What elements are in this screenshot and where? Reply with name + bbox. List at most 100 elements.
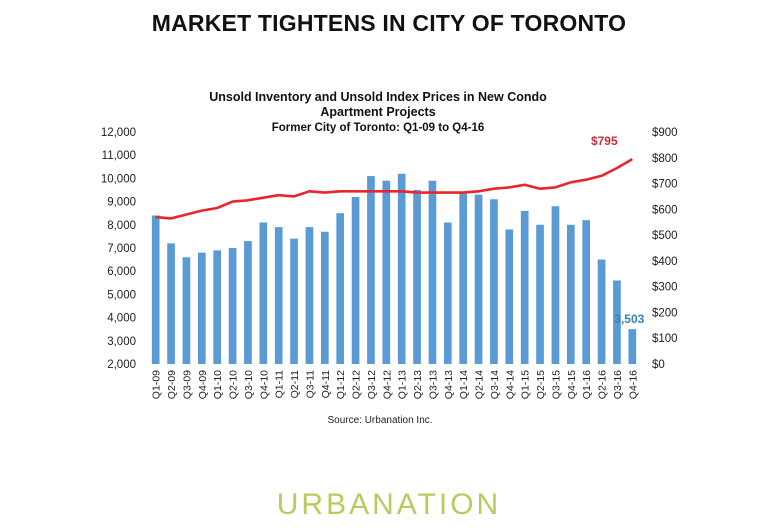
x-axis-tick-label: Q3-09 <box>181 370 193 399</box>
page-headline: MARKET TIGHTENS IN CITY OF TORONTO <box>151 10 627 36</box>
bar-Q3-15 <box>551 206 560 364</box>
bar-Q4-16 <box>628 329 637 364</box>
bar-Q1-15 <box>520 210 529 364</box>
inventory-price-chart: Unsold Inventory and Unsold Index Prices… <box>101 90 678 426</box>
x-axis-tick-label: Q2-11 <box>289 370 301 399</box>
bar-Q2-12 <box>351 196 360 364</box>
x-axis-tick-label: Q3-15 <box>550 370 562 399</box>
left-axis-tick-label: 5,000 <box>107 289 136 301</box>
bar-Q1-14 <box>459 192 468 364</box>
right-axis-tick-label: $700 <box>652 179 678 191</box>
bar-Q3-14 <box>490 199 498 364</box>
bar-Q2-15 <box>536 224 544 364</box>
bar-Q3-16 <box>613 280 621 364</box>
left-axis-tick-label: 9,000 <box>107 197 136 209</box>
bar-Q2-09 <box>167 243 175 364</box>
chart-title-line-1: Unsold Inventory and Unsold Index Prices… <box>209 90 547 104</box>
x-axis-tick-label: Q3-14 <box>489 370 501 399</box>
chart-source: Source: Urbanation Inc. <box>327 415 432 426</box>
bar-Q1-11 <box>274 227 283 364</box>
x-axis-tick-label: Q1-09 <box>151 370 163 399</box>
right-axis-ticks: $0 $100 $200 $300 $400 $500 $600 $700 $800 $900 <box>652 127 678 371</box>
bar-Q1-12 <box>336 213 345 364</box>
x-axis-tick-label: Q1-15 <box>520 370 532 399</box>
x-axis-tick-label: Q1-10 <box>212 370 224 399</box>
x-axis-tick-label: Q2-10 <box>228 370 240 399</box>
x-axis-tick-label: Q1-11 <box>274 370 286 399</box>
x-axis-tick-label: Q4-16 <box>627 370 639 399</box>
bar-Q4-14 <box>505 229 514 364</box>
bar-Q3-11 <box>305 227 314 364</box>
left-axis-tick-label: 11,000 <box>102 150 136 162</box>
x-axis-tick-label: Q4-15 <box>566 370 578 399</box>
x-axis-tick-label: Q2-16 <box>597 370 609 399</box>
bar-Q2-11 <box>290 238 298 364</box>
bar-Q1-09 <box>151 215 160 364</box>
left-axis-tick-label: 8,000 <box>107 220 136 232</box>
x-axis-tick-label: Q4-14 <box>504 370 516 399</box>
x-axis-tick-label: Q3-12 <box>366 370 378 399</box>
x-axis-tick-label: Q1-13 <box>397 370 409 399</box>
x-axis-ticks: Q1-09 Q2-09 Q3-09 Q4-09 Q1-10 Q2-10 Q3-10 Q4-10… <box>151 370 640 399</box>
right-axis-tick-label: $600 <box>652 204 678 216</box>
x-axis-tick-label: Q2-14 <box>474 370 486 399</box>
x-axis-tick-label: Q2-09 <box>166 370 178 399</box>
bar-Q3-13 <box>428 180 437 364</box>
chart-annotations: $795 3,503 <box>591 134 645 326</box>
x-axis-tick-label: Q3-16 <box>612 370 624 399</box>
inventory-annotation: 3,503 <box>614 312 644 326</box>
left-axis-tick-label: 3,000 <box>107 336 136 348</box>
right-axis-tick-label: $400 <box>652 256 678 268</box>
left-axis-tick-label: 7,000 <box>107 243 136 255</box>
bar-Q3-12 <box>367 176 375 364</box>
bar-Q4-15 <box>566 224 575 364</box>
price-annotation: $795 <box>591 134 618 148</box>
inventory-bars <box>151 173 637 364</box>
left-axis-tick-label: 12,000 <box>101 127 136 139</box>
right-axis-tick-label: $300 <box>652 282 678 294</box>
x-axis-tick-label: Q3-13 <box>427 370 439 399</box>
bar-Q2-16 <box>597 259 606 364</box>
x-axis-tick-label: Q4-11 <box>320 370 332 399</box>
bar-Q2-14 <box>474 194 483 364</box>
left-axis-ticks: 2,000 3,000 4,000 5,000 6,000 7,000 8,000 9,000… <box>101 127 136 371</box>
bar-Q4-10 <box>259 222 268 364</box>
chart-container: Unsold Inventory and Unsold Index Prices… <box>0 80 778 440</box>
right-axis-tick-label: $100 <box>652 333 678 345</box>
bar-Q4-13 <box>443 222 452 364</box>
x-axis-tick-label: Q2-12 <box>351 370 363 399</box>
right-axis-tick-label: $200 <box>652 307 678 319</box>
left-axis-tick-label: 10,000 <box>101 173 136 185</box>
x-axis-tick-label: Q1-16 <box>581 370 593 399</box>
bar-Q1-10 <box>213 250 222 364</box>
chart-title-line-2: Apartment Projects <box>320 105 435 119</box>
x-axis-tick-label: Q4-13 <box>443 370 455 399</box>
bar-Q2-10 <box>228 248 237 364</box>
bar-Q3-09 <box>182 257 191 364</box>
price-index-line <box>155 157 633 220</box>
x-axis-tick-label: Q3-11 <box>304 370 316 399</box>
bar-Q2-13 <box>413 190 421 364</box>
right-axis-tick-label: $900 <box>652 127 678 139</box>
x-axis-tick-label: Q4-10 <box>258 370 270 399</box>
x-axis-tick-label: Q2-15 <box>535 370 547 399</box>
right-axis-tick-label: $500 <box>652 230 678 242</box>
bar-Q1-16 <box>582 220 591 364</box>
x-axis-tick-label: Q4-09 <box>197 370 209 399</box>
left-axis-tick-label: 2,000 <box>107 359 136 371</box>
urbanation-logo: URBANATION <box>276 488 502 521</box>
right-axis-tick-label: $800 <box>652 153 678 165</box>
x-axis-tick-label: Q2-13 <box>412 370 424 399</box>
left-axis-tick-label: 4,000 <box>107 313 136 325</box>
price-line-group <box>155 157 633 220</box>
right-axis-tick-label: $0 <box>652 359 665 371</box>
bar-Q3-10 <box>244 241 252 364</box>
x-axis-tick-label: Q3-10 <box>243 370 255 399</box>
bar-Q1-13 <box>397 173 406 364</box>
left-axis-tick-label: 6,000 <box>107 266 136 278</box>
bar-Q4-11 <box>320 231 329 364</box>
bar-Q4-09 <box>197 252 206 364</box>
x-axis-tick-label: Q1-14 <box>458 370 470 399</box>
x-axis-tick-label: Q4-12 <box>381 370 393 399</box>
chart-subtitle: Former City of Toronto: Q1-09 to Q4-16 <box>272 122 485 134</box>
